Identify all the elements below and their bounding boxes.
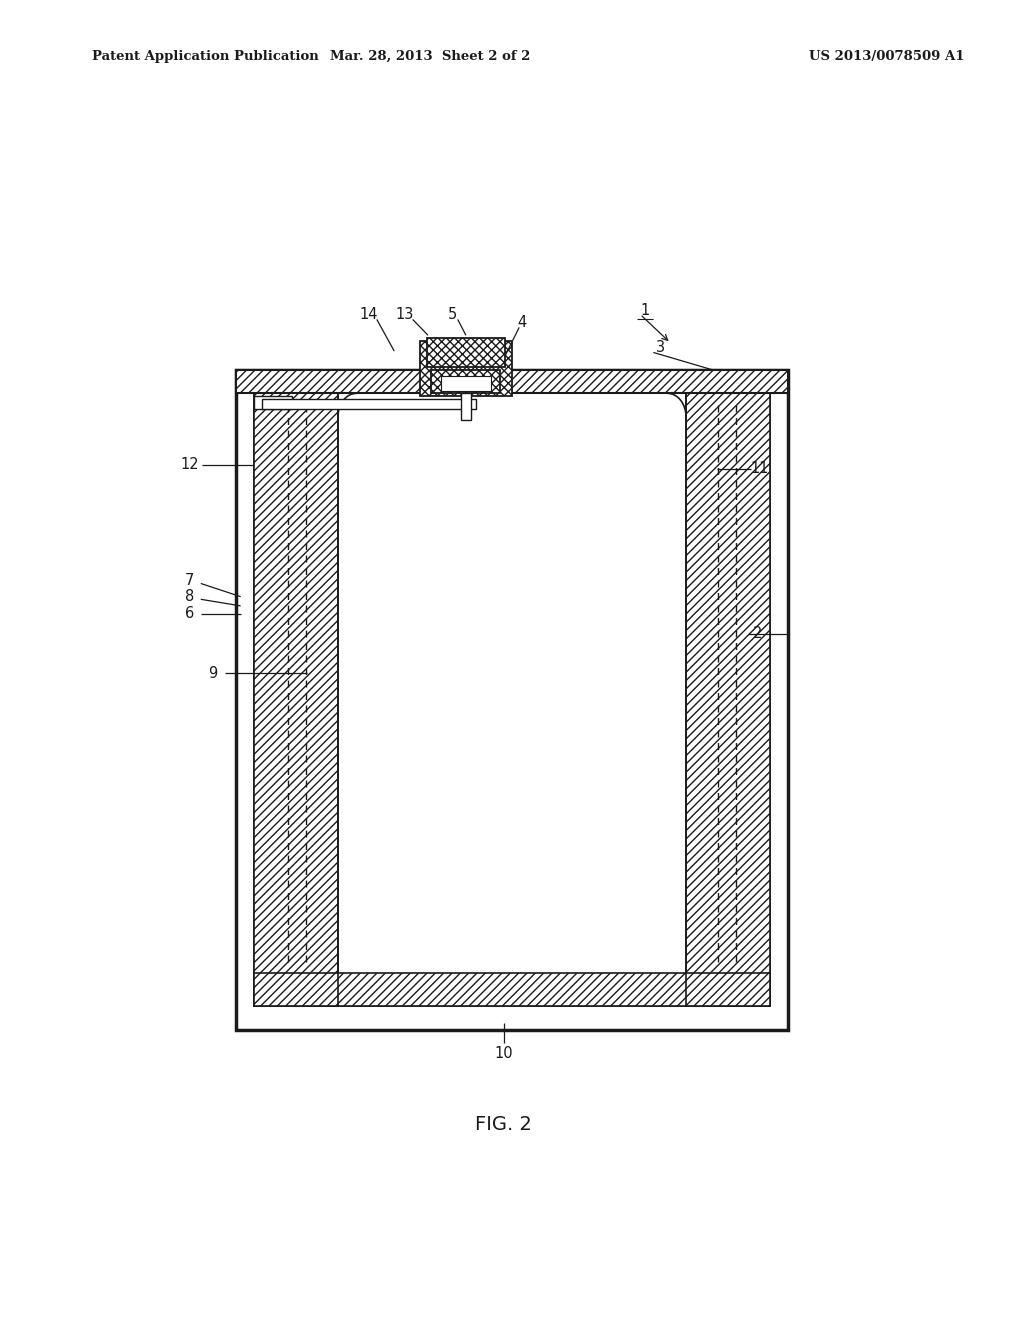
Text: 6: 6 — [184, 606, 195, 622]
Bar — [254, 393, 770, 1006]
Bar — [236, 370, 788, 393]
Text: 5: 5 — [447, 306, 458, 322]
Bar — [686, 393, 770, 1006]
Text: Patent Application Publication: Patent Application Publication — [92, 50, 318, 63]
Bar — [254, 396, 292, 409]
Bar — [461, 393, 471, 420]
Text: FIG. 2: FIG. 2 — [475, 1115, 532, 1134]
Bar — [236, 370, 788, 1030]
Text: 11: 11 — [751, 461, 769, 477]
Text: Mar. 28, 2013  Sheet 2 of 2: Mar. 28, 2013 Sheet 2 of 2 — [330, 50, 530, 63]
Bar — [431, 370, 501, 393]
Bar — [262, 399, 476, 409]
Text: 2: 2 — [753, 626, 763, 642]
Text: 13: 13 — [395, 306, 414, 322]
Text: 4: 4 — [517, 314, 527, 330]
Bar — [440, 376, 492, 391]
Bar — [420, 341, 512, 396]
Text: 7: 7 — [184, 573, 195, 589]
Bar — [254, 393, 338, 1006]
Text: 1: 1 — [640, 302, 650, 318]
Text: 9: 9 — [208, 665, 218, 681]
Text: 10: 10 — [495, 1045, 513, 1061]
Bar — [254, 973, 770, 1006]
Text: 8: 8 — [184, 589, 195, 605]
Bar — [427, 338, 505, 367]
Text: 12: 12 — [180, 457, 199, 473]
Text: 14: 14 — [359, 306, 378, 322]
Text: 3: 3 — [656, 339, 665, 355]
Text: US 2013/0078509 A1: US 2013/0078509 A1 — [809, 50, 965, 63]
